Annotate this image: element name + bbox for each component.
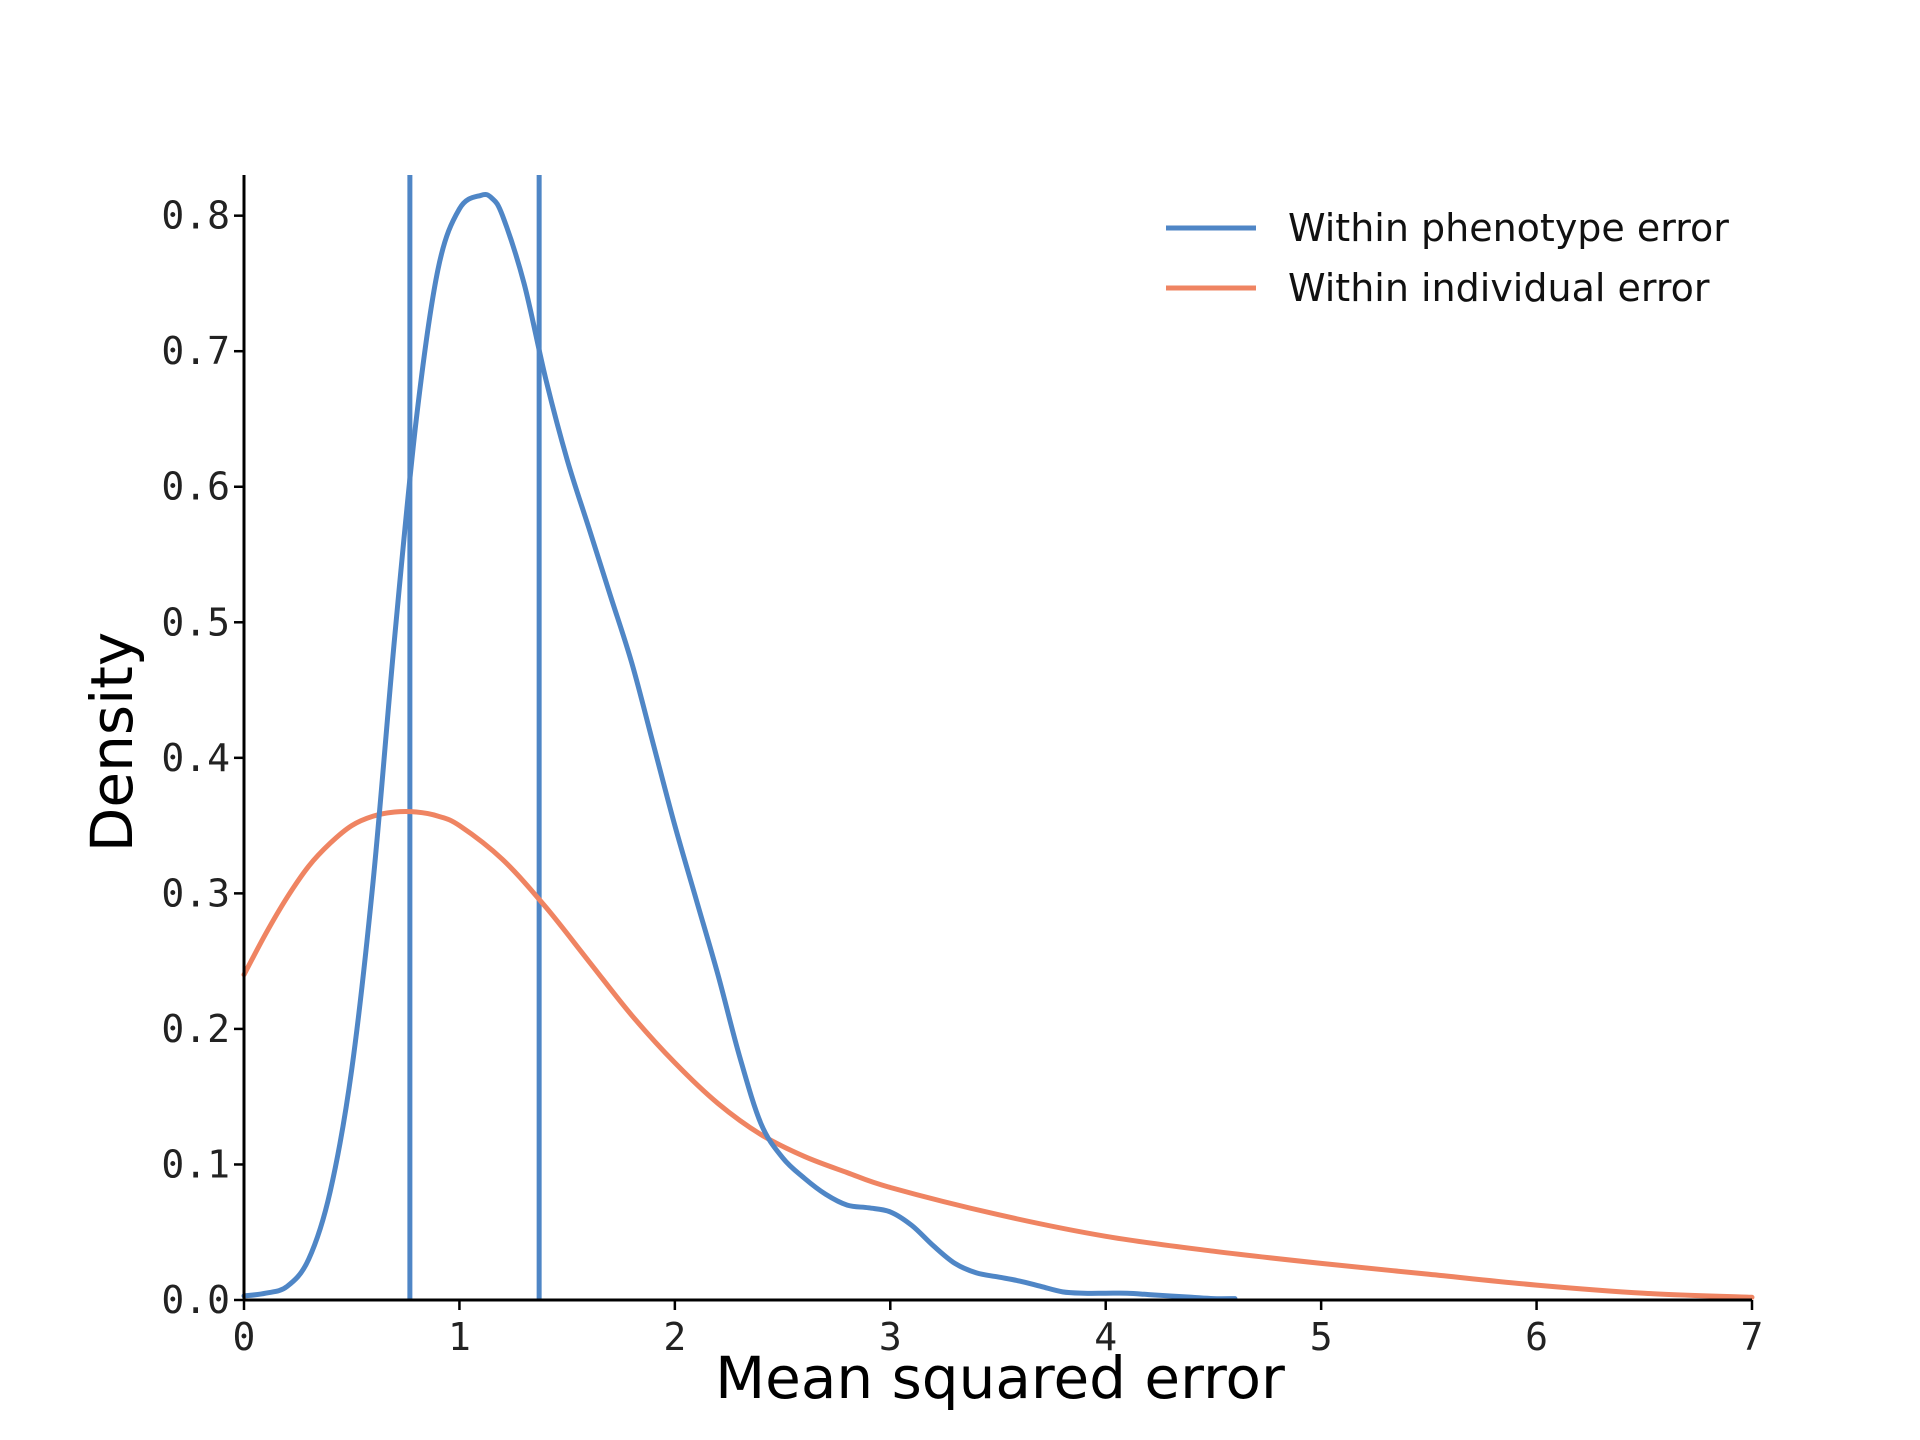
y-tick-label: 0.3 [161, 871, 230, 915]
x-axis-ticks: 0 1 2 3 4 5 6 7 [233, 1300, 1764, 1359]
legend-label-within-phenotype-error: Within phenotype error [1288, 206, 1729, 250]
x-tick-label: 3 [879, 1315, 902, 1359]
x-tick-label: 0 [233, 1315, 256, 1359]
series-lines [241, 192, 1755, 1302]
y-axis-label: Density [78, 632, 146, 853]
x-axis-label: Mean squared error [715, 1344, 1285, 1412]
y-tick-label: 0.4 [161, 736, 230, 780]
x-tick-label: 6 [1525, 1315, 1548, 1359]
y-tick-label: 0.8 [161, 194, 230, 238]
axes [242, 175, 1752, 1302]
y-tick-label: 0.7 [161, 329, 230, 373]
y-axis-ticks: 0.0 0.1 0.2 0.3 0.4 0.5 0.6 0.7 0.8 [161, 194, 244, 1322]
x-tick-label: 4 [1094, 1315, 1117, 1359]
legend: Within phenotype error Within individual … [1166, 206, 1729, 310]
y-tick-label: 0.2 [161, 1007, 230, 1051]
within-individual-error-line [241, 809, 1755, 1300]
vertical-marker-lines [407, 175, 542, 1300]
y-tick-label: 0.1 [161, 1142, 230, 1186]
x-tick-label: 5 [1310, 1315, 1333, 1359]
y-tick-label: 0.5 [161, 600, 230, 644]
legend-label-within-individual-error: Within individual error [1288, 266, 1710, 310]
y-tick-label: 0.6 [161, 465, 230, 509]
within-phenotype-error-line [241, 192, 1238, 1302]
x-tick-label: 7 [1741, 1315, 1764, 1359]
y-tick-label: 0.0 [161, 1278, 230, 1322]
x-tick-label: 1 [448, 1315, 471, 1359]
x-tick-label: 2 [663, 1315, 686, 1359]
